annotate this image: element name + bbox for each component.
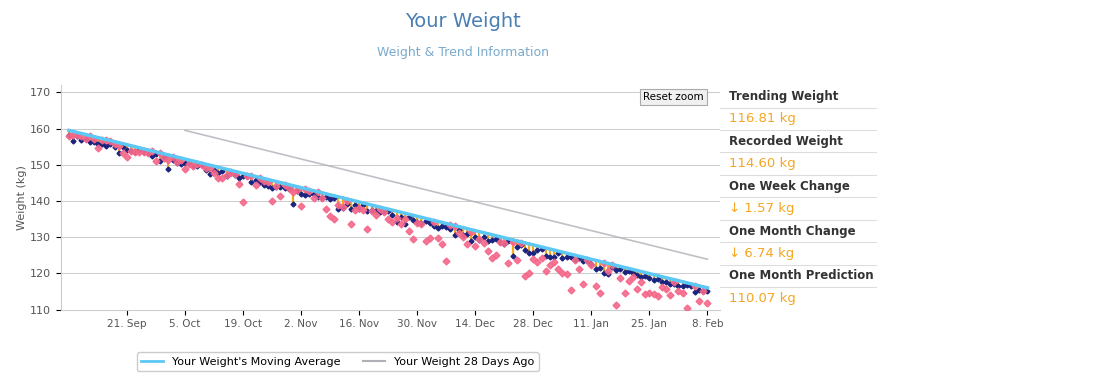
Y-axis label: Weight (kg): Weight (kg) xyxy=(17,165,28,230)
Text: Reset zoom: Reset zoom xyxy=(643,92,704,102)
Text: 114.60 kg: 114.60 kg xyxy=(729,157,796,170)
Text: Your Weight: Your Weight xyxy=(406,12,521,31)
Text: ↓ 6.74 kg: ↓ 6.74 kg xyxy=(729,247,794,260)
Text: One Month Change: One Month Change xyxy=(729,224,856,238)
Text: Trending Weight: Trending Weight xyxy=(729,90,838,103)
Text: 116.81 kg: 116.81 kg xyxy=(729,112,796,125)
Text: ↓ 1.57 kg: ↓ 1.57 kg xyxy=(729,202,795,215)
Text: Recorded Weight: Recorded Weight xyxy=(729,135,843,148)
Text: One Month Prediction: One Month Prediction xyxy=(729,269,874,283)
Legend: Your Weight's Moving Average, Your Weight 28 Days Ago: Your Weight's Moving Average, Your Weigh… xyxy=(137,353,538,372)
Text: One Week Change: One Week Change xyxy=(729,180,850,193)
Text: Weight & Trend Information: Weight & Trend Information xyxy=(377,46,549,60)
Text: 110.07 kg: 110.07 kg xyxy=(729,292,796,305)
